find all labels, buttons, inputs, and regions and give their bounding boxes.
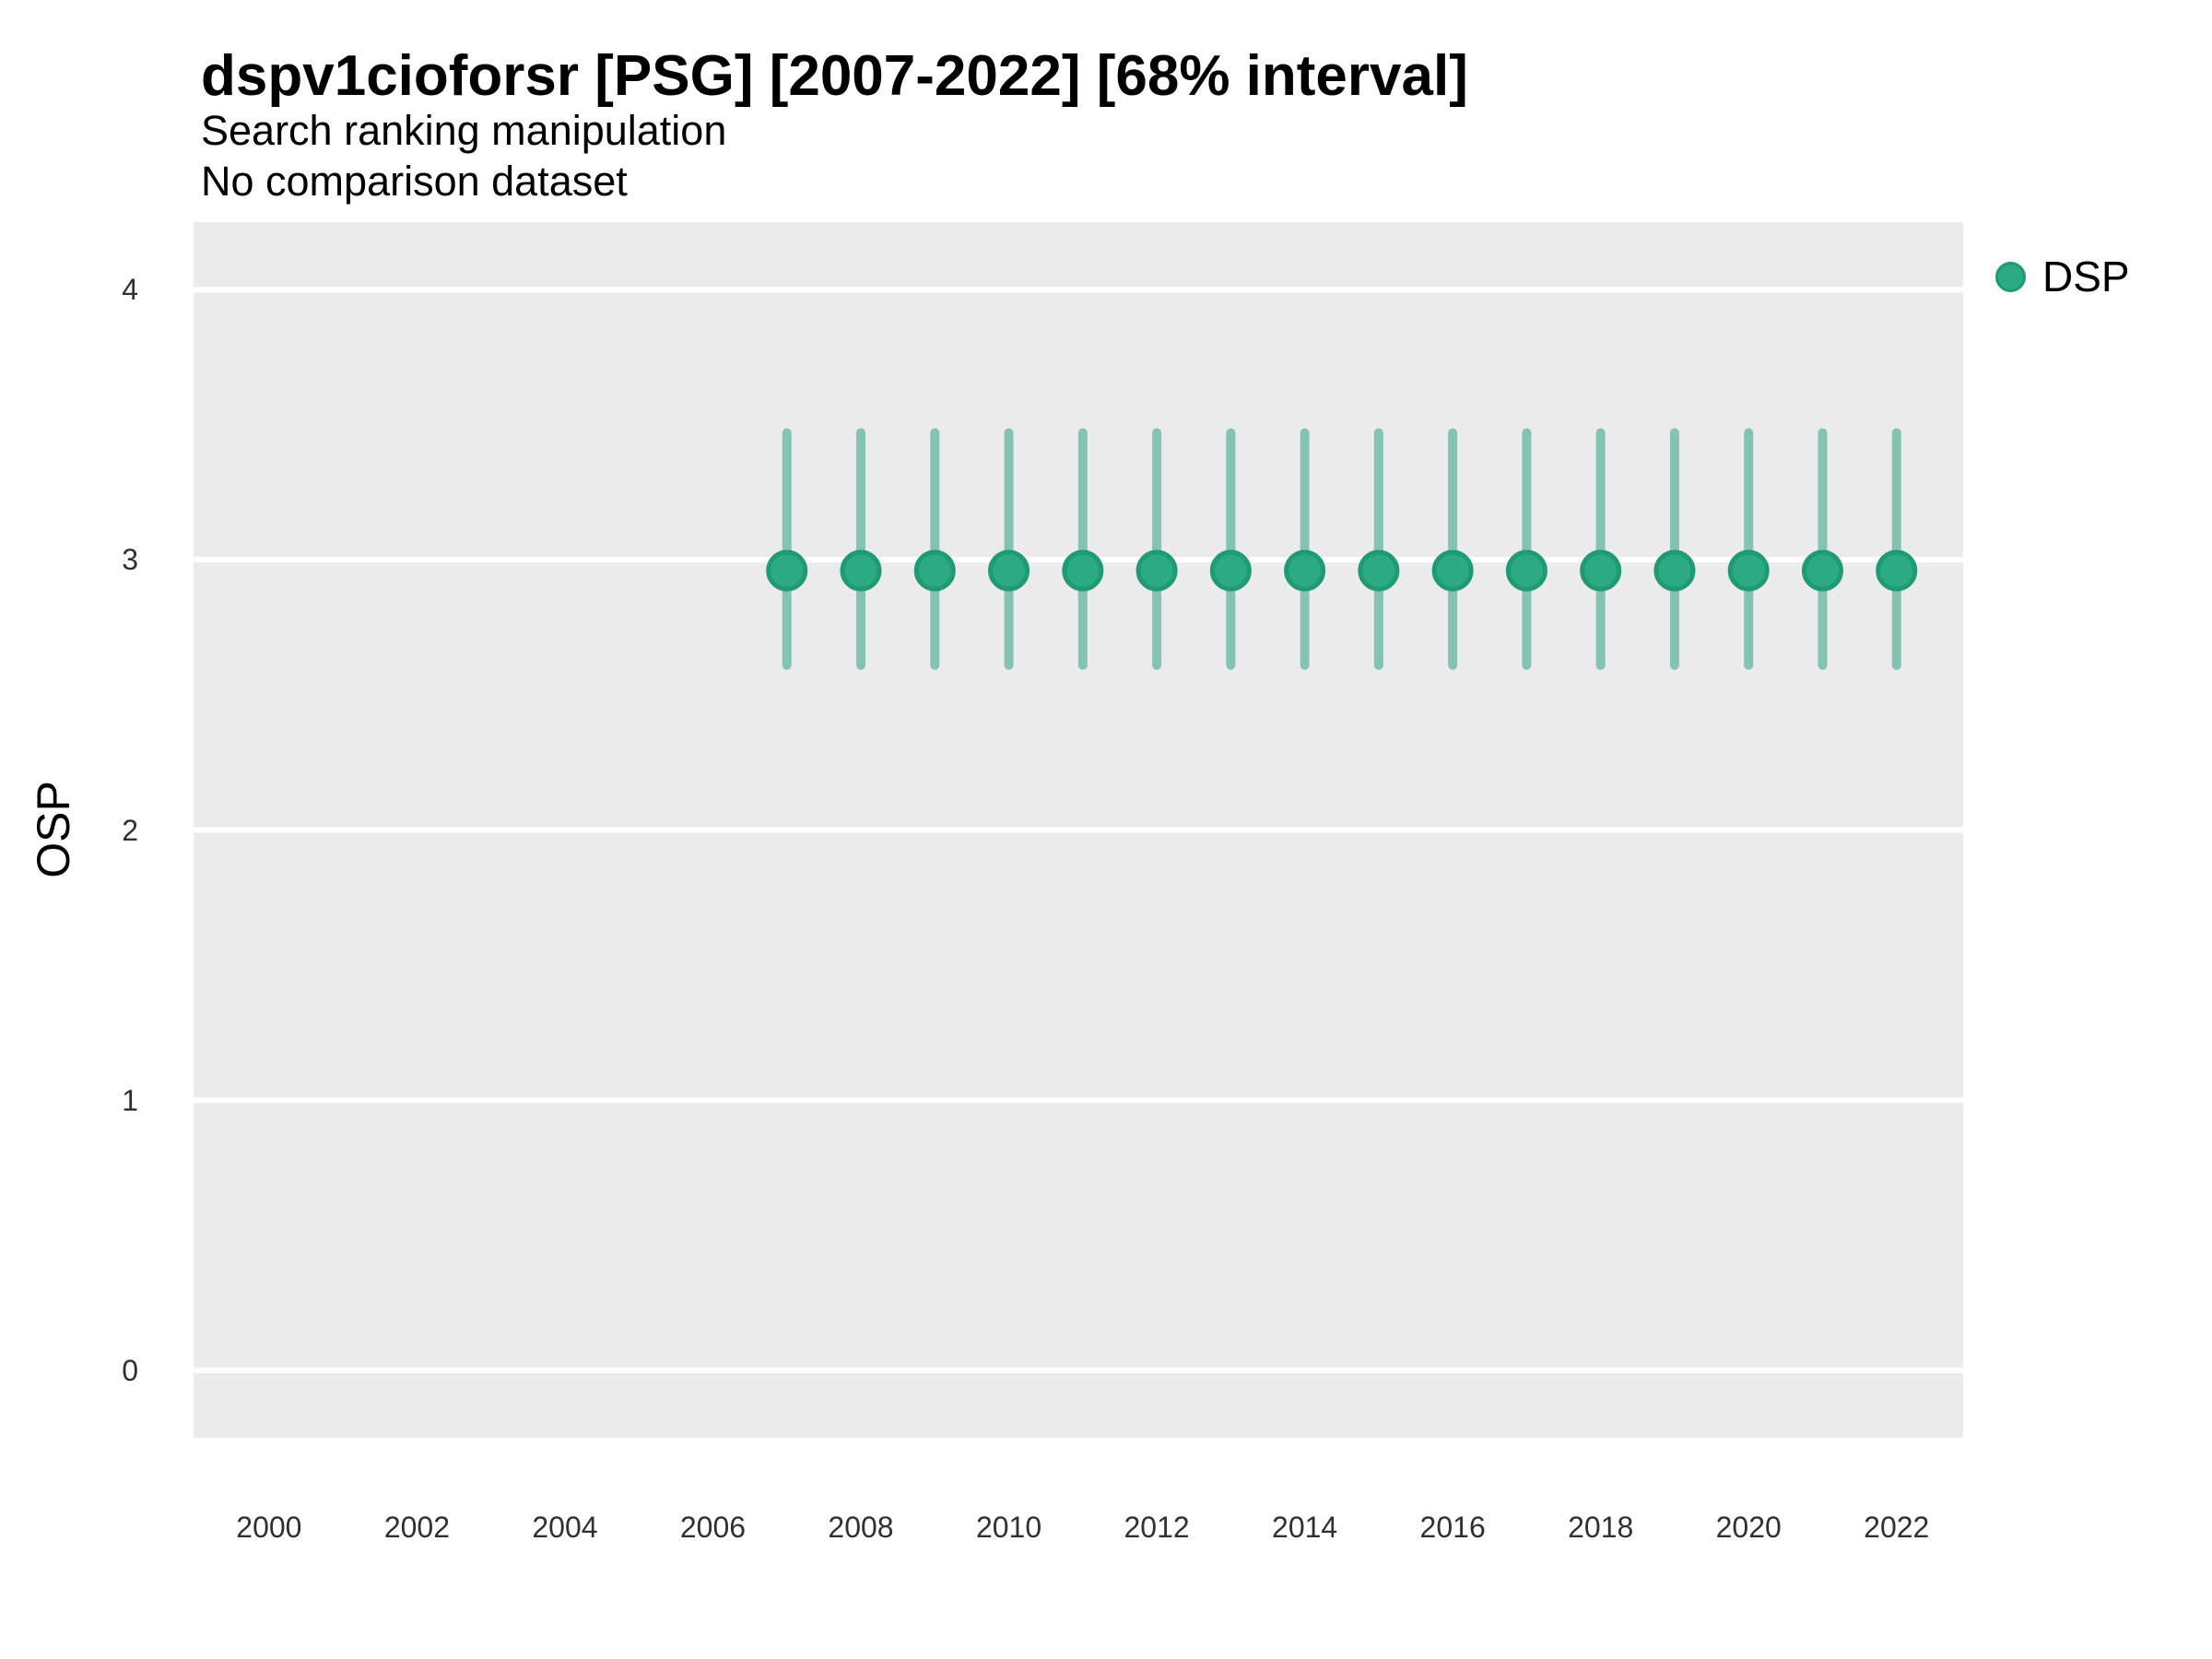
- y-tick-label-1: 1: [122, 1083, 138, 1117]
- point-2017: [1505, 549, 1547, 592]
- legend: DSP: [1995, 255, 2130, 298]
- pointrange-chart: [194, 287, 1963, 1373]
- x-tick-label-2002: 2002: [383, 1511, 450, 1544]
- point-2014: [1284, 549, 1326, 592]
- point-2013: [1209, 549, 1252, 592]
- point-2007: [766, 549, 808, 592]
- chart-subtitle: Search ranking manipulation: [201, 107, 727, 154]
- point-2010: [988, 549, 1030, 592]
- x-tick-label-2018: 2018: [1568, 1511, 1634, 1544]
- x-tick-label-2010: 2010: [975, 1511, 1042, 1544]
- point-2008: [840, 549, 882, 592]
- x-tick-label-2020: 2020: [1715, 1511, 1782, 1544]
- legend-key-dot: [1995, 261, 2026, 292]
- point-2020: [1727, 549, 1770, 592]
- x-tick-label-2000: 2000: [236, 1511, 302, 1544]
- point-2019: [1653, 549, 1696, 592]
- point-2021: [1801, 549, 1843, 592]
- legend-label: DSP: [2042, 253, 2130, 300]
- chart-title: dspv1cioforsr [PSG] [2007-2022] [68% int…: [201, 44, 1468, 108]
- chart-note: No comparison dataset: [201, 158, 628, 205]
- plot-panel: [194, 222, 1963, 1438]
- x-tick-label-2022: 2022: [1864, 1511, 1930, 1544]
- x-tick-label-2008: 2008: [828, 1511, 894, 1544]
- y-tick-label-3: 3: [122, 543, 138, 577]
- point-2016: [1431, 549, 1474, 592]
- point-2009: [913, 549, 956, 592]
- point-2018: [1580, 549, 1622, 592]
- x-tick-label-2004: 2004: [532, 1511, 598, 1544]
- point-2012: [1135, 549, 1178, 592]
- point-2011: [1062, 549, 1104, 592]
- y-tick-label-4: 4: [122, 273, 138, 307]
- point-2022: [1876, 549, 1918, 592]
- x-tick-label-2012: 2012: [1124, 1511, 1190, 1544]
- y-tick-label-0: 0: [122, 1353, 138, 1387]
- x-tick-label-2016: 2016: [1419, 1511, 1486, 1544]
- y-tick-label-2: 2: [122, 813, 138, 847]
- x-tick-label-2006: 2006: [679, 1511, 747, 1544]
- x-tick-label-2014: 2014: [1272, 1511, 1338, 1544]
- point-2015: [1358, 549, 1400, 592]
